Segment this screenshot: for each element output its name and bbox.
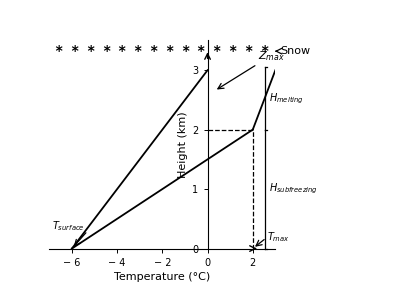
Text: $H_{subfreezing}$: $H_{subfreezing}$ (269, 182, 318, 196)
Text: $T_{surface}$: $T_{surface}$ (51, 219, 84, 233)
Text: *: * (133, 44, 142, 58)
Text: $T_{max}$: $T_{max}$ (267, 230, 290, 244)
Text: *: * (149, 44, 157, 58)
Text: *: * (196, 44, 205, 58)
Text: *: * (118, 44, 126, 58)
Text: *: * (228, 44, 237, 58)
Text: $H_{melting}$: $H_{melting}$ (269, 92, 304, 106)
Text: Snow: Snow (280, 46, 310, 56)
Text: *: * (86, 44, 94, 58)
Text: $Z_{max}$: $Z_{max}$ (258, 49, 285, 63)
Text: *: * (54, 44, 62, 58)
Text: *: * (70, 44, 79, 58)
X-axis label: Temperature (°C): Temperature (°C) (114, 272, 210, 282)
Text: *: * (102, 44, 110, 58)
Text: *: * (212, 44, 221, 58)
Y-axis label: Height (km): Height (km) (178, 111, 188, 178)
Text: *: * (181, 44, 189, 58)
Text: *: * (165, 44, 173, 58)
Text: *: * (244, 44, 252, 58)
Text: *: * (260, 44, 268, 58)
